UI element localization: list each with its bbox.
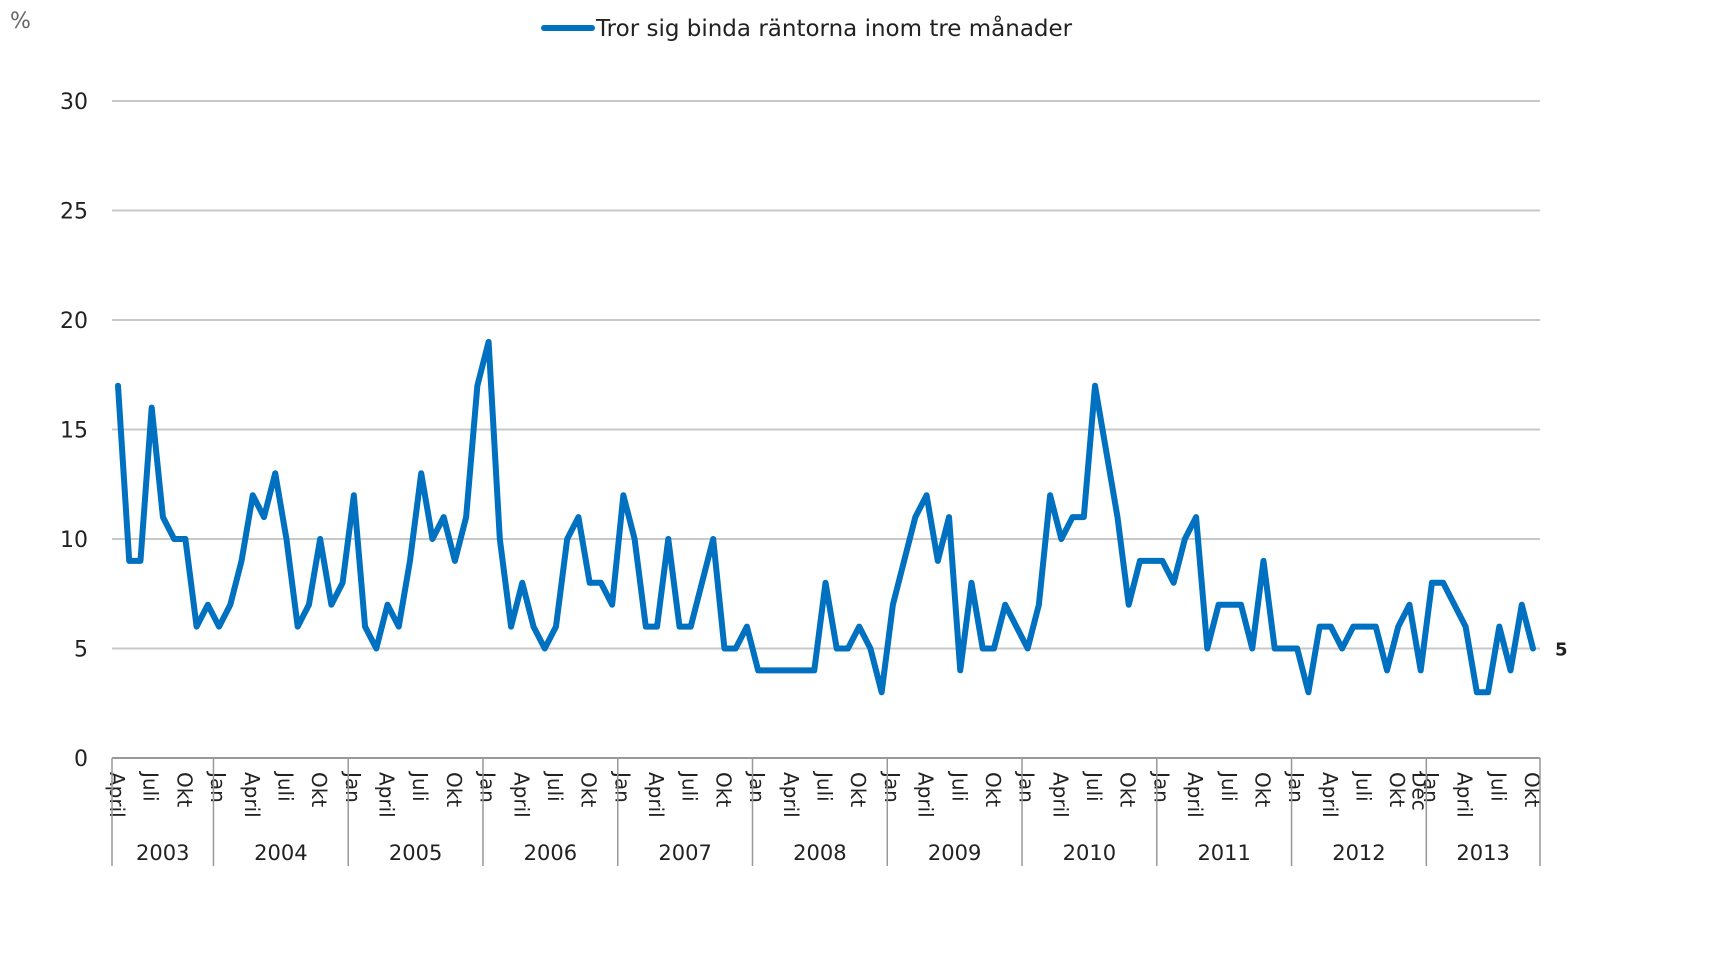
year-label: 2004 — [254, 841, 307, 865]
y-tick-label: 20 — [60, 309, 88, 334]
x-tick-label: Jan — [341, 770, 365, 803]
x-tick-label: Juli — [139, 770, 163, 802]
x-tick-label: Juli — [1082, 770, 1106, 802]
x-tick-label: Dec — [1408, 772, 1432, 811]
x-tick-label: April — [1183, 772, 1207, 818]
x-tick-label: Juli — [678, 770, 702, 802]
x-tick-label: Juli — [813, 770, 837, 802]
x-tick-label: April — [644, 772, 668, 818]
year-label: 2005 — [389, 841, 442, 865]
data-label: 5 — [1555, 640, 1568, 661]
x-tick-label: Juli — [1352, 770, 1376, 802]
x-tick-label: Okt — [981, 772, 1005, 807]
year-label: 2013 — [1456, 841, 1509, 865]
y-tick-label: 25 — [60, 200, 88, 225]
x-tick-label: Jan — [1149, 770, 1173, 803]
x-tick-label: Jan — [1419, 770, 1443, 803]
x-tick-label: Okt — [577, 772, 601, 807]
data-line — [115, 338, 1536, 696]
x-tick-label: Juli — [543, 770, 567, 802]
x-tick-label: Okt — [442, 772, 466, 807]
year-label: 2009 — [928, 841, 981, 865]
x-tick-label: April — [240, 772, 264, 818]
x-tick-label: Juli — [947, 770, 971, 802]
y-tick-label: 5 — [74, 638, 88, 663]
year-label: 2011 — [1197, 841, 1250, 865]
y-tick-label: 15 — [60, 419, 88, 444]
x-tick-label: Okt — [846, 772, 870, 807]
y-unit: % — [10, 9, 31, 34]
x-tick-label: April — [375, 772, 399, 818]
x-tick-label: Juli — [408, 770, 432, 802]
x-tick-label: April — [779, 772, 803, 818]
x-tick-label: Okt — [1250, 772, 1274, 807]
x-tick-label: April — [105, 772, 129, 818]
x-tick-label: April — [1453, 772, 1477, 818]
x-tick-label: Juli — [1217, 770, 1241, 802]
x-tick-label: Juli — [273, 770, 297, 802]
year-label: 2007 — [658, 841, 711, 865]
x-tick-label: Okt — [1116, 772, 1140, 807]
x-tick-label: Jan — [610, 770, 634, 803]
y-tick-label: 10 — [60, 528, 88, 553]
x-tick-label: Jan — [1284, 770, 1308, 803]
x-tick-label: April — [914, 772, 938, 818]
x-tick-label: Juli — [1486, 770, 1510, 802]
year-label: 2006 — [524, 841, 577, 865]
x-tick-label: Okt — [172, 772, 196, 807]
x-tick-label: April — [1318, 772, 1342, 818]
x-tick-label: Jan — [206, 770, 230, 803]
year-label: 2012 — [1332, 841, 1385, 865]
x-tick-label: Jan — [476, 770, 500, 803]
y-tick-label: 30 — [60, 90, 88, 115]
x-tick-label: April — [509, 772, 533, 818]
legend-label: Tror sig binda räntorna inom tre månader — [595, 14, 1073, 42]
year-label: 2008 — [793, 841, 846, 865]
x-tick-label: Okt — [1385, 772, 1409, 807]
x-tick-label: Okt — [307, 772, 331, 807]
year-label: 2003 — [136, 841, 189, 865]
x-tick-label: Jan — [1015, 770, 1039, 803]
x-tick-label: April — [1048, 772, 1072, 818]
year-label: 2010 — [1063, 841, 1116, 865]
x-tick-label: Jan — [745, 770, 769, 803]
x-tick-label: Jan — [880, 770, 904, 803]
y-tick-label: 0 — [74, 747, 88, 772]
x-tick-label: Okt — [711, 772, 735, 807]
